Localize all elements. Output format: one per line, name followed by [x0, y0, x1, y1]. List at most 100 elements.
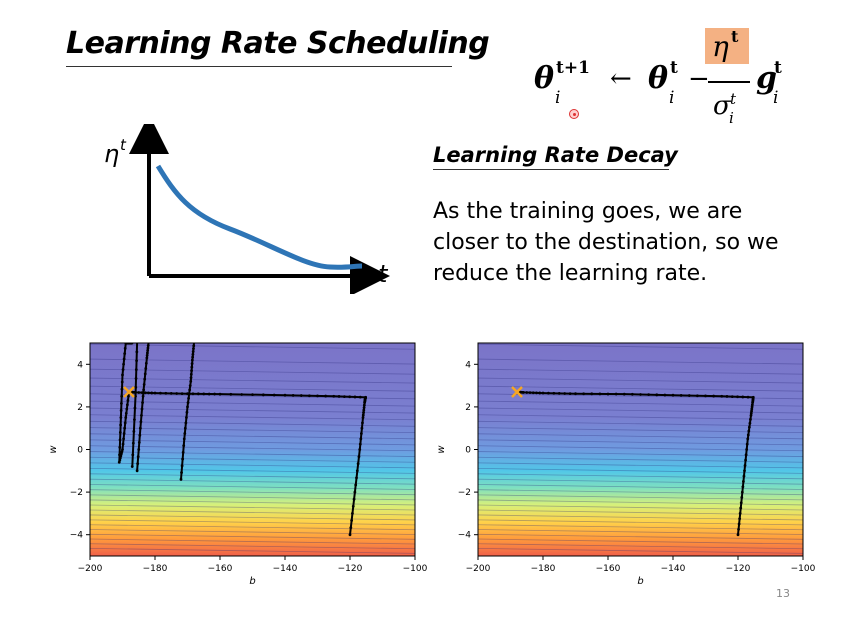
path-point	[741, 485, 745, 489]
path-point	[364, 395, 367, 399]
path-point	[751, 395, 755, 399]
target-marker	[511, 386, 523, 398]
path-point	[749, 411, 753, 415]
eta-sup: t	[731, 28, 739, 46]
contour-line	[477, 499, 804, 506]
path-point	[133, 406, 137, 410]
minus-sign: −	[688, 64, 710, 94]
path-point	[124, 411, 128, 415]
path-point	[598, 392, 602, 396]
path-point	[135, 350, 139, 354]
y-axis-label: w	[436, 445, 447, 454]
path-point	[121, 448, 124, 451]
path-point	[750, 403, 754, 407]
x-tick-label: −100	[791, 564, 816, 574]
path-point	[704, 394, 707, 398]
path-point	[568, 392, 572, 395]
path-point	[746, 433, 750, 437]
path-point	[739, 501, 743, 505]
path-point	[283, 393, 287, 397]
path-point	[133, 418, 136, 422]
contour-line	[89, 414, 416, 421]
path-point	[353, 395, 357, 399]
path-point	[153, 391, 157, 395]
path-point	[738, 512, 742, 515]
x-tick-label: −140	[661, 564, 686, 574]
path-point	[742, 474, 746, 478]
x-axis-label: b	[637, 576, 643, 587]
path-point	[342, 395, 346, 399]
contour-line	[477, 543, 804, 550]
contour-line	[477, 509, 804, 516]
path-point	[120, 394, 124, 398]
path-point	[354, 483, 358, 487]
path-point	[349, 526, 353, 529]
path-point	[142, 388, 146, 392]
path-point	[307, 394, 311, 398]
path-point	[150, 391, 154, 395]
contour-line	[89, 489, 416, 496]
path-point	[291, 393, 295, 397]
slide-title: Learning Rate Scheduling	[66, 26, 490, 61]
x-tick-label: −160	[596, 564, 621, 574]
path-point	[146, 346, 150, 350]
x-tick-label: −120	[726, 564, 751, 574]
contour-line	[477, 456, 804, 463]
contour-line	[89, 524, 416, 531]
path-point	[130, 343, 134, 345]
y-tick-label: −2	[458, 488, 471, 498]
contour-line	[477, 473, 804, 480]
path-point	[614, 392, 618, 396]
contour-line	[89, 514, 416, 521]
x-tick-label: −120	[338, 564, 363, 574]
path-point	[141, 401, 144, 405]
path-point	[251, 393, 254, 397]
path-point	[126, 399, 130, 402]
path-point	[207, 392, 211, 396]
path-point	[145, 354, 149, 357]
contour-line	[89, 538, 416, 545]
theta-next-sub: i	[555, 88, 560, 108]
x-axis-label: b	[249, 576, 255, 587]
contour-line	[89, 484, 416, 490]
path-point	[122, 362, 125, 366]
path-point	[123, 352, 127, 356]
path-point	[191, 352, 195, 356]
path-point	[184, 421, 188, 425]
path-point	[127, 394, 130, 398]
path-point	[137, 448, 141, 451]
path-point	[541, 391, 545, 395]
path-point	[737, 527, 740, 531]
path-point	[745, 442, 749, 446]
path-point	[181, 450, 185, 454]
path-point	[145, 356, 149, 360]
path-point	[359, 437, 363, 441]
path-point	[135, 469, 139, 473]
path-point	[299, 394, 303, 397]
path-point	[749, 414, 753, 417]
path-point	[356, 462, 360, 466]
path-point	[196, 392, 200, 396]
contour-line	[89, 420, 416, 427]
path-point	[324, 394, 328, 398]
path-point	[655, 393, 659, 397]
x-tick-label: −200	[466, 564, 491, 574]
path-point	[188, 388, 192, 392]
path-point	[190, 362, 194, 365]
contour-line	[477, 358, 804, 365]
path-point	[190, 369, 193, 373]
path-point	[744, 453, 748, 457]
path-point	[590, 392, 594, 396]
path-point	[131, 441, 135, 445]
path-point	[188, 384, 192, 387]
path-point	[531, 391, 535, 395]
path-point	[740, 496, 744, 499]
path-point	[192, 347, 195, 351]
path-point	[663, 393, 667, 397]
path-point	[552, 391, 556, 395]
path-point	[720, 394, 724, 398]
path-point	[358, 442, 362, 446]
path-point	[134, 394, 137, 398]
sigma-denominator: σ	[713, 91, 732, 121]
path-point	[712, 394, 716, 398]
